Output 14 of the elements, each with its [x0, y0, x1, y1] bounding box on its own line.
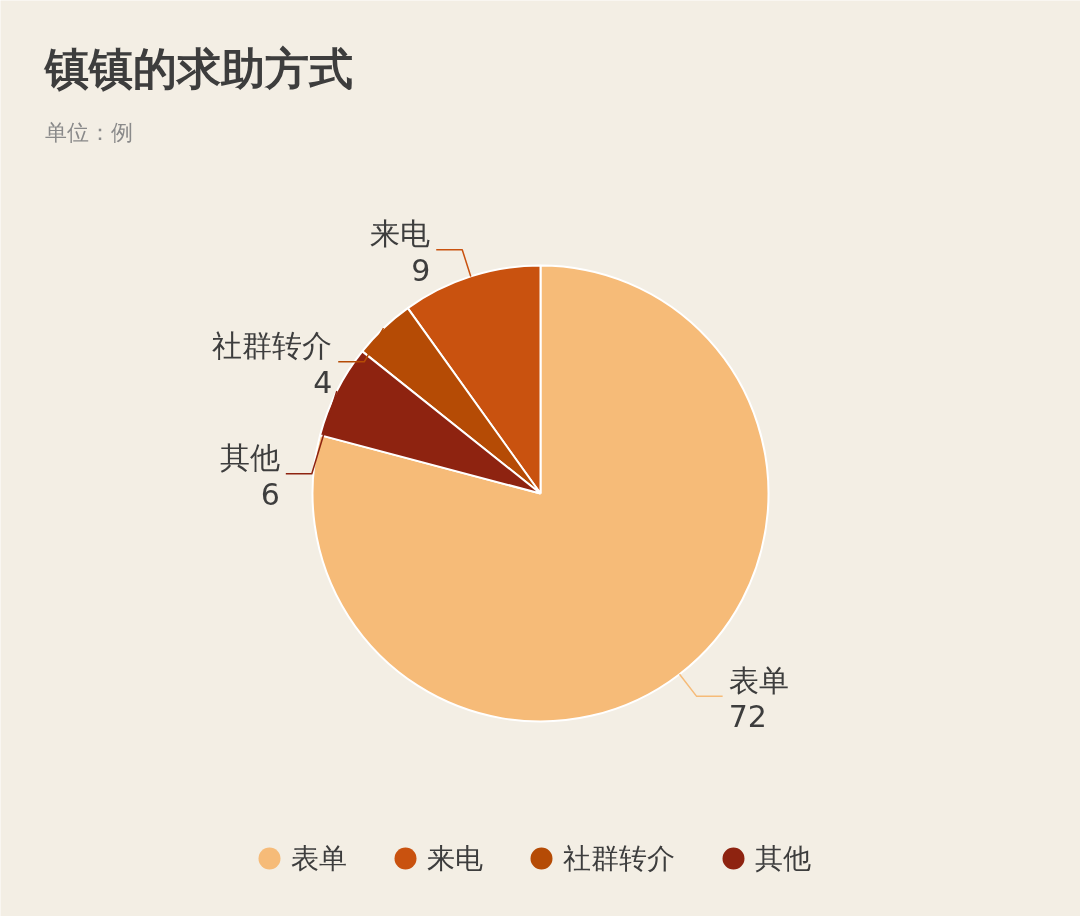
legend-label: 来电 [426, 842, 483, 875]
slice-label: 社群转介 [212, 328, 333, 364]
data-label: 6 [260, 476, 280, 512]
data-label: 9 [411, 252, 431, 288]
data-label: 72 [728, 699, 767, 735]
slice-label: 其他 [219, 440, 280, 476]
chart-subtitle: 单位：例 [44, 120, 133, 145]
legend-label: 其他 [754, 842, 811, 875]
legend-label: 表单 [290, 842, 347, 875]
data-label: 4 [313, 364, 333, 400]
slice-label: 来电 [370, 216, 431, 252]
chart-title: 镇镇的求助方式 [42, 43, 353, 94]
slice-label: 表单 [728, 662, 789, 698]
legend-label: 社群转介 [562, 842, 675, 875]
